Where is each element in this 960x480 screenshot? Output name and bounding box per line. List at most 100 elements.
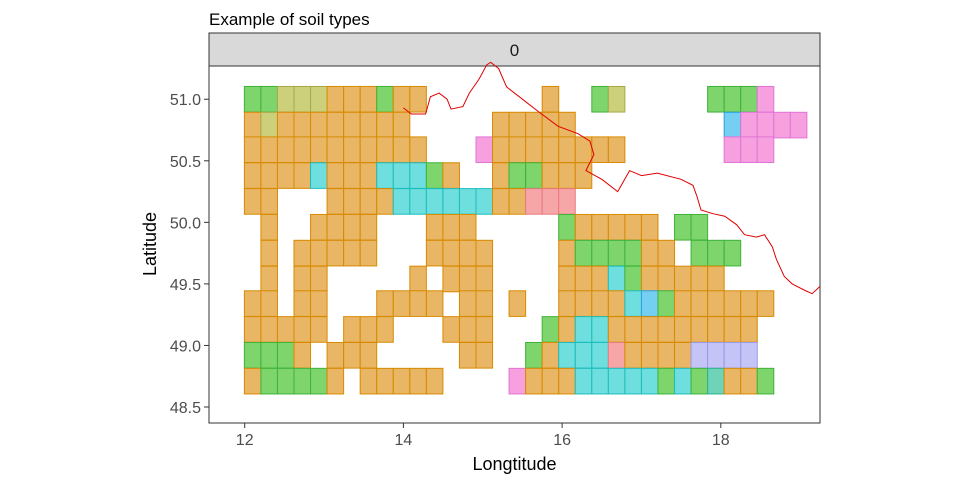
soil-cell — [326, 367, 345, 395]
soil-cell — [525, 188, 543, 215]
soil-cell — [558, 136, 576, 164]
soil-cell — [640, 341, 659, 369]
soil-cell — [657, 239, 676, 267]
soil-cell — [591, 290, 609, 317]
soil-cell — [293, 162, 312, 189]
y-tick-label: 51.0 — [170, 92, 201, 109]
soil-cell — [723, 111, 742, 139]
soil-cell — [723, 341, 742, 369]
soil-cell — [541, 188, 560, 215]
y-tick-label: 50.0 — [170, 215, 201, 232]
soil-cell — [359, 85, 378, 113]
soil-cell — [260, 341, 278, 369]
soil-cell — [326, 341, 345, 369]
x-axis: 12 14 16 18 — [236, 423, 730, 449]
soil-cell — [640, 316, 659, 343]
soil-cell — [624, 341, 642, 369]
soil-cell — [442, 213, 460, 241]
soil-cell — [624, 316, 642, 343]
soil-cell — [640, 290, 659, 317]
soil-cell — [558, 188, 576, 215]
soil-cell — [624, 239, 642, 267]
soil-cell — [310, 316, 328, 343]
soil-cell — [425, 367, 444, 395]
soil-cell — [607, 213, 626, 241]
soil-cell — [293, 239, 312, 267]
soil-cell — [475, 188, 494, 215]
country-border — [403, 61, 821, 295]
y-axis: 48.5 49.0 49.5 50.0 50.5 51.0 — [170, 92, 209, 417]
soil-cell — [310, 85, 328, 113]
soil-cell — [740, 290, 758, 317]
soil-cell — [492, 188, 510, 215]
soil-cell — [624, 265, 642, 293]
soil-cell — [392, 290, 411, 317]
soil-cell — [508, 367, 527, 395]
soil-cell — [276, 367, 295, 395]
soil-cell — [624, 213, 642, 241]
soil-cell — [392, 136, 411, 164]
soil-cell — [640, 239, 659, 267]
soil-cell — [508, 162, 527, 189]
soil-cell — [740, 111, 758, 139]
soil-cell — [723, 85, 742, 113]
soil-cell — [359, 239, 378, 267]
soil-cell — [492, 136, 510, 164]
soil-cell — [690, 290, 709, 317]
soil-cell — [243, 162, 262, 189]
soil-cell — [740, 367, 758, 395]
soil-cell — [492, 111, 510, 139]
soil-cell — [243, 341, 262, 369]
soil-cell — [409, 290, 427, 317]
soil-cell — [541, 136, 560, 164]
soil-cell — [293, 290, 312, 317]
soil-cell — [343, 111, 361, 139]
soil-cell — [343, 316, 361, 343]
soil-cell — [458, 239, 477, 267]
soil-cell — [310, 239, 328, 267]
soil-cell — [674, 316, 692, 343]
soil-cell — [343, 188, 361, 215]
soil-cell — [591, 239, 609, 267]
soil-cells — [243, 85, 808, 395]
soil-cell — [640, 265, 659, 293]
soil-cell — [574, 162, 593, 189]
soil-cell — [409, 85, 427, 113]
soil-cell — [343, 136, 361, 164]
soil-cell — [574, 213, 593, 241]
soil-cell — [359, 111, 378, 139]
soil-cell — [376, 290, 394, 317]
y-tick-label: 49.5 — [170, 277, 201, 294]
soil-cell — [624, 290, 642, 317]
soil-cell — [293, 111, 312, 139]
soil-cell — [541, 162, 560, 189]
soil-cell — [475, 265, 494, 293]
soil-cell — [376, 111, 394, 139]
soil-cell — [343, 213, 361, 241]
soil-cell — [508, 111, 527, 139]
soil-cell — [376, 316, 394, 343]
soil-cell — [326, 136, 345, 164]
soil-cell — [243, 136, 262, 164]
soil-cell — [574, 239, 593, 267]
soil-cell — [243, 367, 262, 395]
soil-cell — [475, 316, 494, 343]
soil-cell — [276, 85, 295, 113]
soil-cell — [442, 162, 460, 189]
x-axis-title: Longtitude — [472, 454, 556, 474]
soil-cell — [607, 239, 626, 267]
soil-cell — [458, 290, 477, 317]
soil-cell — [508, 188, 527, 215]
soil-cell — [260, 85, 278, 113]
soil-cell — [591, 316, 609, 343]
soil-cell — [674, 265, 692, 293]
soil-cell — [558, 367, 576, 395]
soil-cell — [310, 290, 328, 317]
soil-cell — [541, 341, 560, 369]
soil-cell — [293, 85, 312, 113]
soil-cell — [674, 341, 692, 369]
soil-cell — [591, 85, 609, 113]
soil-cell — [690, 265, 709, 293]
soil-cell — [310, 213, 328, 241]
soil-cell — [541, 316, 560, 343]
